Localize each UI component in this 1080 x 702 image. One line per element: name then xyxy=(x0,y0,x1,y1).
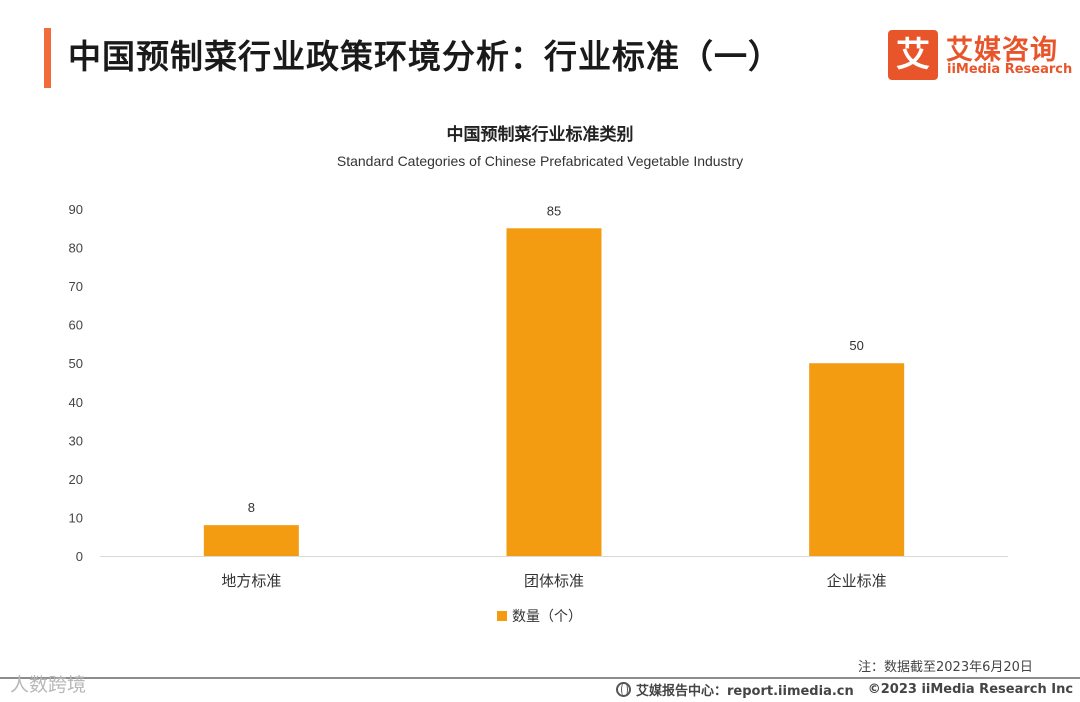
footer: 艾媒报告中心：report.iimedia.cn ©2023 iiMedia R… xyxy=(616,680,1073,699)
bar xyxy=(203,525,299,556)
legend-swatch xyxy=(497,611,507,621)
footer-copyright: ©2023 iiMedia Research Inc xyxy=(867,682,1074,697)
x-tick-label: 团体标准 xyxy=(524,572,584,590)
title-accent-bar xyxy=(44,28,51,88)
chart-legend: 数量（个） xyxy=(497,606,582,626)
chart-title: 中国预制菜行业标准类别 xyxy=(446,125,634,145)
footer-divider xyxy=(0,677,1080,679)
y-tick-label: 80 xyxy=(69,241,83,256)
y-tick-label: 60 xyxy=(69,318,83,333)
data-label: 8 xyxy=(248,500,255,515)
data-label: 50 xyxy=(849,338,863,353)
legend-label: 数量（个） xyxy=(512,609,582,625)
logo-text-en: iiMedia Research xyxy=(947,62,1073,77)
page-title: 中国预制菜行业政策环境分析：行业标准（一） xyxy=(68,37,782,76)
y-tick-label: 30 xyxy=(69,433,83,448)
watermark-text: 人数跨境 xyxy=(10,674,87,696)
y-tick-label: 50 xyxy=(69,356,83,371)
y-tick-label: 20 xyxy=(69,472,83,487)
data-label: 85 xyxy=(547,203,561,218)
y-tick-label: 70 xyxy=(69,279,83,294)
bar xyxy=(809,363,905,556)
y-tick-label: 40 xyxy=(69,395,83,410)
y-tick-label: 10 xyxy=(69,510,83,525)
chart-subtitle: Standard Categories of Chinese Prefabric… xyxy=(336,153,744,169)
globe-icon xyxy=(616,682,631,697)
logo-mark-icon: 艾 xyxy=(888,30,938,80)
footer-source: 艾媒报告中心：report.iimedia.cn xyxy=(636,684,854,699)
data-note: 注：数据截至2023年6月20日 xyxy=(858,660,1033,675)
x-tick-label: 地方标准 xyxy=(221,572,281,590)
y-tick-label: 90 xyxy=(69,202,83,217)
brand-logo: 艾 艾媒咨询 iiMedia Research xyxy=(888,30,1072,80)
bar xyxy=(506,228,602,556)
y-tick-label: 0 xyxy=(76,549,83,564)
x-tick-label: 企业标准 xyxy=(827,572,887,590)
logo-text-cn: 艾媒咨询 xyxy=(946,35,1058,66)
